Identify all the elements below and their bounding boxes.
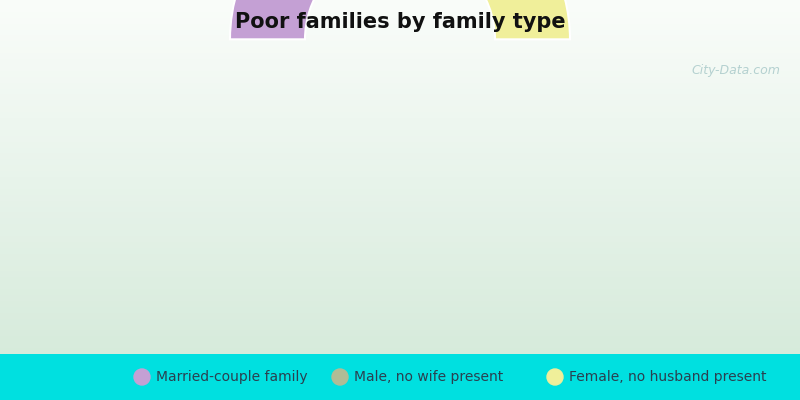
Bar: [0, 171, 800, 177]
Text: City-Data.com: City-Data.com: [691, 64, 780, 77]
Bar: [0, 94, 800, 100]
Bar: [0, 195, 800, 201]
Bar: [0, 283, 800, 289]
Bar: [0, 88, 800, 94]
Bar: [0, 18, 800, 24]
Text: Female, no husband present: Female, no husband present: [569, 370, 766, 384]
Bar: [0, 165, 800, 171]
Bar: [0, 35, 800, 41]
Bar: [0, 248, 800, 254]
Bar: [0, 189, 800, 195]
Bar: [0, 153, 800, 159]
Bar: [0, 77, 800, 82]
Bar: [0, 130, 800, 136]
Bar: [0, 65, 800, 71]
Bar: [0, 230, 800, 236]
Text: Married-couple family: Married-couple family: [156, 370, 308, 384]
Bar: [0, 71, 800, 77]
Bar: [0, 177, 800, 183]
Bar: [0, 324, 800, 330]
Wedge shape: [451, 0, 570, 39]
Bar: [0, 100, 800, 106]
Bar: [0, 53, 800, 59]
Bar: [0, 12, 800, 18]
Bar: [0, 271, 800, 277]
Bar: [0, 330, 800, 336]
Bar: [0, 254, 800, 260]
Bar: [0, 47, 800, 53]
Bar: [0, 183, 800, 189]
Bar: [0, 236, 800, 242]
Bar: [0, 218, 800, 224]
Bar: [0, 24, 800, 30]
Circle shape: [547, 369, 563, 385]
Text: Male, no wife present: Male, no wife present: [354, 370, 503, 384]
Bar: [0, 124, 800, 130]
Text: Poor families by family type: Poor families by family type: [234, 12, 566, 32]
Bar: [0, 148, 800, 153]
Bar: [0, 313, 800, 318]
Bar: [0, 260, 800, 266]
Bar: [0, 289, 800, 295]
Bar: [0, 318, 800, 324]
Bar: [0, 212, 800, 218]
Bar: [0, 242, 800, 248]
Bar: [0, 307, 800, 313]
Bar: [0, 201, 800, 206]
Bar: [0, 277, 800, 283]
Bar: [0, 106, 800, 112]
Bar: [0, 41, 800, 47]
Bar: [0, 348, 800, 354]
Bar: [0, 6, 800, 12]
Circle shape: [134, 369, 150, 385]
Bar: [0, 112, 800, 118]
Bar: [0, 142, 800, 148]
Bar: [0, 118, 800, 124]
Bar: [0, 266, 800, 271]
Bar: [0, 295, 800, 301]
Bar: [0, 336, 800, 342]
Bar: [0, 342, 800, 348]
Bar: [0, 30, 800, 35]
Circle shape: [332, 369, 348, 385]
Bar: [0, 224, 800, 230]
Bar: [0, 83, 800, 88]
Bar: [0, 59, 800, 65]
Bar: [0, 136, 800, 142]
Bar: [0, 0, 800, 6]
Bar: [0, 301, 800, 307]
Wedge shape: [230, 0, 370, 39]
Bar: [0, 206, 800, 212]
Bar: [0, 159, 800, 165]
